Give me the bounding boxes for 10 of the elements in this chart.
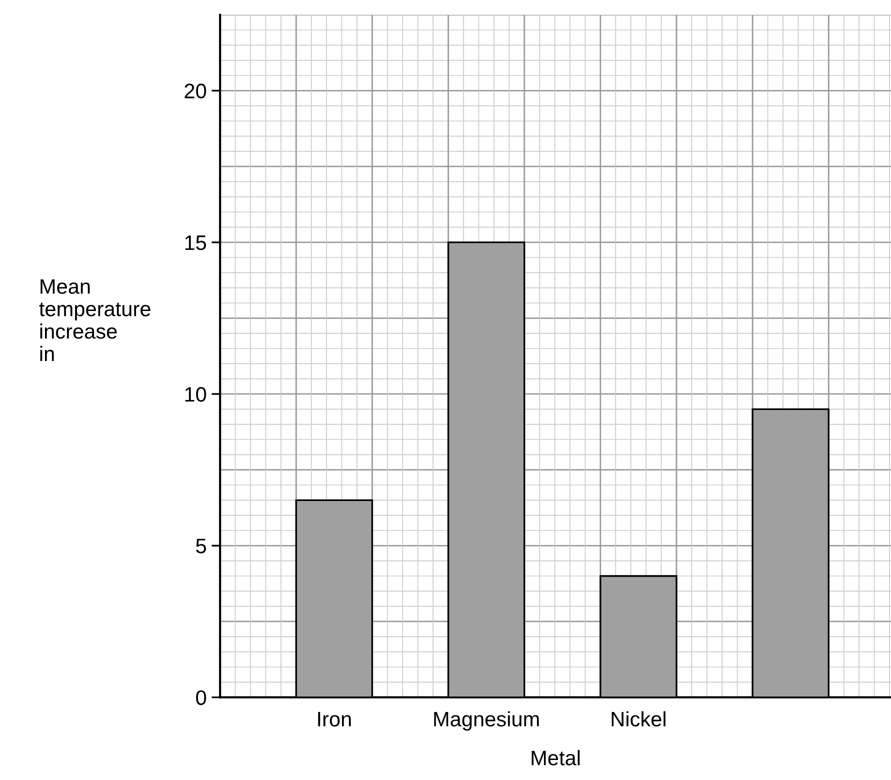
y-axis-title: Mean temperature increase in: [39, 279, 150, 361]
x-tick-label: Nickel: [612, 711, 666, 727]
y-tick-label: 20: [184, 84, 206, 98]
x-axis-title: Metal: [532, 750, 580, 766]
y-tick-label: 10: [185, 386, 206, 402]
y-tick-label: 5: [196, 538, 206, 554]
x-tick-label: Magnesium: [434, 711, 539, 731]
y-tick-label: 15: [185, 236, 206, 250]
y-tick-label: 0: [196, 690, 206, 706]
x-tick-label: Iron: [318, 712, 351, 727]
